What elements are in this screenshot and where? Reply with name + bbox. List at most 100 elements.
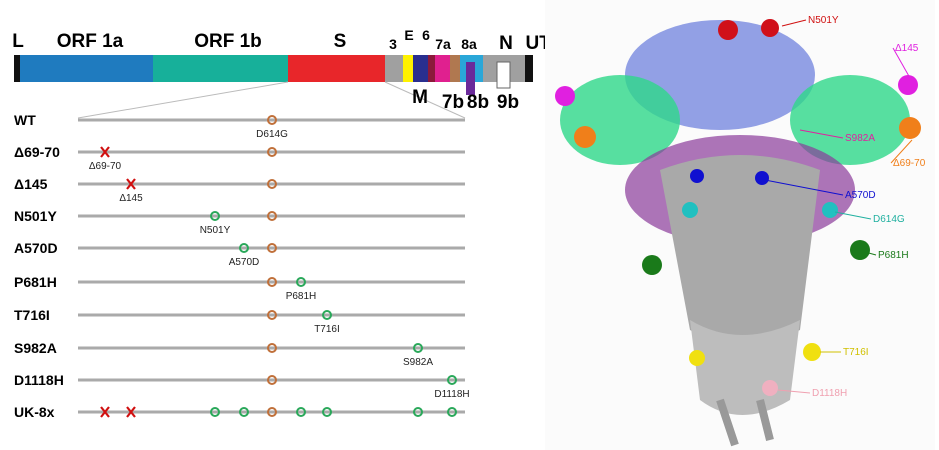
structure-panel: N501Y Δ145 Δ69-70 S982A A570D D614G P681H T716I… — [545, 0, 935, 450]
segment — [20, 55, 153, 82]
sphere — [718, 20, 738, 40]
gene-label: L — [12, 31, 24, 52]
mutation-marker — [413, 343, 423, 353]
mutation-marker — [447, 375, 457, 385]
mutation-label: T716I — [314, 324, 340, 335]
segment — [153, 55, 288, 82]
mutation-marker — [239, 407, 249, 417]
sphere — [690, 169, 704, 183]
variant-name: WT — [14, 112, 36, 128]
mutation-marker — [413, 407, 423, 417]
segment — [450, 55, 460, 82]
structure-label: Δ145 — [895, 43, 919, 54]
sphere — [803, 343, 821, 361]
sphere — [822, 202, 838, 218]
mutation-marker — [267, 375, 277, 385]
segment — [435, 55, 450, 82]
structure-label: P681H — [878, 250, 909, 261]
mutation-label: N501Y — [200, 225, 231, 236]
variant-name: UK-8x — [14, 404, 55, 420]
mutation-marker — [267, 277, 277, 287]
mutation-marker — [267, 147, 277, 157]
structure-label: D614G — [873, 214, 905, 225]
structure-part — [716, 398, 774, 447]
gene-label: 6 — [422, 27, 430, 43]
deletion-marker — [126, 406, 136, 418]
sphere — [642, 255, 662, 275]
mutation-label: D614G — [256, 129, 288, 140]
sphere — [555, 86, 575, 106]
mutation-marker — [210, 211, 220, 221]
zoom-line — [384, 81, 466, 119]
mutation-marker — [267, 211, 277, 221]
variant-name: A570D — [14, 240, 58, 256]
mutation-marker — [267, 310, 277, 320]
mutation-label: P681H — [286, 291, 317, 302]
sphere — [898, 75, 918, 95]
gene-label: E — [404, 27, 413, 43]
segment — [428, 55, 435, 82]
variant-name: S982A — [14, 340, 57, 356]
gene-label: 9b — [497, 92, 519, 113]
gene-label: ORF 1a — [57, 31, 124, 52]
label-leader — [834, 211, 872, 220]
sphere — [574, 126, 596, 148]
segment — [288, 55, 385, 82]
segment — [14, 55, 20, 82]
gene-label: N — [499, 33, 513, 54]
gene-label: M — [412, 87, 428, 108]
mutation-label: Δ69-70 — [89, 161, 122, 172]
deletion-marker — [100, 146, 110, 158]
structure-label: A570D — [845, 190, 876, 201]
mutation-marker — [267, 243, 277, 253]
variant-name: P681H — [14, 274, 57, 290]
gene-label: 3 — [389, 36, 397, 52]
segment — [385, 55, 403, 82]
structure-part — [660, 155, 820, 345]
variant-name: Δ69-70 — [14, 144, 60, 160]
gene-label: 7a — [435, 36, 451, 52]
segment — [466, 62, 475, 95]
variant-name: D1118H — [14, 372, 64, 388]
label-leader — [864, 251, 877, 256]
gene-label: ORF 1b — [194, 31, 262, 52]
mutation-label: A570D — [229, 257, 260, 268]
label-leader — [890, 139, 913, 164]
structure-label: S982A — [845, 133, 875, 144]
mutation-marker — [267, 115, 277, 125]
label-leader — [799, 129, 844, 139]
sphere — [762, 380, 778, 396]
mutation-marker — [210, 407, 220, 417]
variant-name: Δ145 — [14, 176, 48, 192]
mutation-label: D1118H — [434, 389, 469, 400]
label-leader — [764, 179, 844, 196]
mutation-marker — [267, 407, 277, 417]
zoom-line — [77, 81, 289, 119]
sphere — [761, 19, 779, 37]
sphere — [899, 117, 921, 139]
mutation-marker — [322, 310, 332, 320]
label-leader — [781, 19, 807, 27]
mutation-marker — [267, 179, 277, 189]
structure-label: Δ69-70 — [893, 158, 926, 169]
gene-label: 8b — [467, 92, 489, 113]
gene-label: S — [334, 31, 347, 52]
segment — [413, 55, 428, 82]
segment — [525, 55, 533, 82]
mutation-marker — [322, 407, 332, 417]
mutation-marker — [296, 407, 306, 417]
mutation-marker — [239, 243, 249, 253]
label-leader — [777, 389, 811, 394]
mutation-label: Δ145 — [119, 193, 143, 204]
variant-name: N501Y — [14, 208, 57, 224]
deletion-marker — [100, 406, 110, 418]
mutation-marker — [296, 277, 306, 287]
sphere — [755, 171, 769, 185]
structure-part — [790, 75, 910, 165]
segment — [403, 55, 413, 82]
gene-label: 7b — [442, 92, 464, 113]
mutation-label: S982A — [403, 357, 433, 368]
mutation-marker — [267, 343, 277, 353]
segment — [496, 61, 511, 89]
